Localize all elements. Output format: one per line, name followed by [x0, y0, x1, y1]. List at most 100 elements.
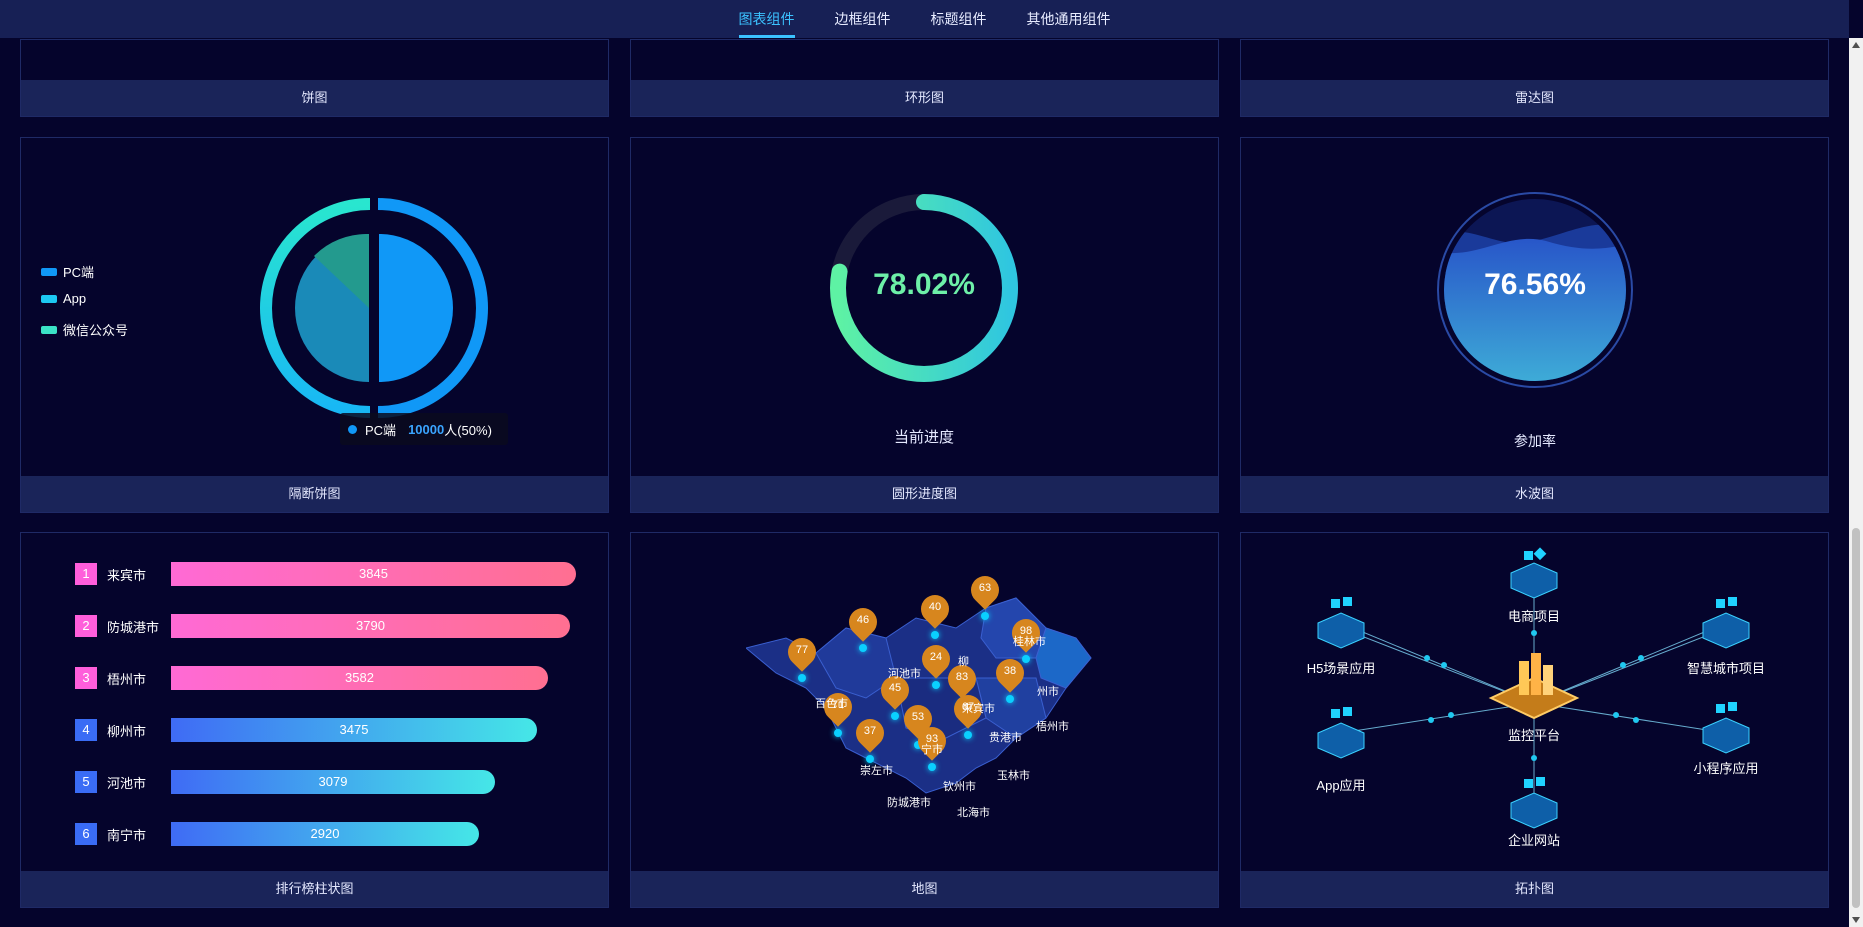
top-nav: 图表组件 边框组件 标题组件 其他通用组件 [0, 0, 1849, 38]
rank-index: 1 [75, 563, 97, 585]
tooltip-value: 10000 [408, 421, 445, 437]
ranking-row[interactable]: 3 梧州市 3582 [75, 665, 548, 691]
map-label: 北海市 [957, 807, 990, 819]
map-label: 柳 [958, 656, 969, 668]
map-label: 宁市 [921, 744, 943, 756]
map-pin[interactable]: 37 [850, 713, 890, 763]
rank-bar: 3079 [171, 770, 495, 794]
card-title: 排行榜柱状图 [21, 871, 608, 907]
map-label: 州市 [1037, 686, 1059, 698]
water-wave-chart: 76.56% 参加率 [1241, 138, 1828, 474]
topology-label: 小程序应用 [1693, 761, 1759, 776]
topology-label: 监控平台 [1507, 728, 1560, 743]
rank-bar: 3790 [171, 614, 570, 638]
progress-label: 当前进度 [893, 429, 954, 446]
map-pin[interactable]: 77 [782, 632, 822, 682]
map-pin[interactable]: 46 [843, 602, 883, 652]
isolated-pie-chart: PC端 App 微信公众号 [21, 138, 608, 474]
legend-label: 微信公众号 [63, 323, 129, 338]
map-card[interactable]: 77 46 40 63 98 24 38 83 45 67 71 37 53 9… [630, 532, 1219, 908]
topology-graphic [1317, 547, 1750, 829]
map-pin[interactable]: 45 [875, 670, 915, 720]
legend-swatch-icon [41, 325, 57, 334]
map-chart: 77 46 40 63 98 24 38 83 45 67 71 37 53 9… [631, 533, 1218, 869]
rank-index: 5 [75, 771, 97, 793]
map-pin[interactable]: 40 [915, 589, 955, 639]
map-pin[interactable]: 67 [948, 689, 988, 739]
map-pin[interactable]: 71 [818, 687, 858, 737]
map-pin[interactable]: 38 [990, 653, 1030, 703]
rank-index: 6 [75, 823, 97, 845]
tab-chart-components[interactable]: 图表组件 [738, 0, 795, 38]
rank-name: 柳州市 [107, 723, 147, 739]
progress-ring [830, 194, 1018, 382]
pie-slice-wechat [314, 233, 369, 308]
rank-index: 4 [75, 719, 97, 741]
map-pin[interactable]: 98 [1006, 613, 1046, 663]
ring-card[interactable]: 环形图 [630, 39, 1219, 117]
rank-index: 3 [75, 667, 97, 689]
circular-progress-chart: 78.02% 当前进度 [631, 138, 1218, 474]
ranking-row[interactable]: 6 南宁市 2920 [75, 821, 479, 847]
ranking-card[interactable]: 1 来宾市 3845 2 防城港市 3790 3 梧州市 3582 4 柳州市 3475 5 河池市 307… [20, 532, 609, 908]
legend-label: PC端 [63, 265, 95, 280]
legend-item-wechat[interactable]: 微信公众号 [41, 320, 128, 339]
card-title: 隔断饼图 [21, 476, 608, 512]
water-wave-card[interactable]: 76.56% 参加率 水波图 [1240, 137, 1829, 513]
legend-item-pc[interactable]: PC端 [41, 262, 94, 281]
ranking-row[interactable]: 5 河池市 3079 [75, 769, 495, 795]
topology-label: 企业网站 [1507, 833, 1560, 848]
topology-label: H5场景应用 [1306, 661, 1376, 676]
pie-ring-pc [377, 198, 488, 418]
map-label: 河池市 [888, 668, 921, 680]
guangxi-map-shape [746, 597, 1092, 794]
circular-progress-card[interactable]: 78.02% 当前进度 圆形进度图 [630, 137, 1219, 513]
map-pin[interactable]: 63 [965, 570, 1005, 620]
map-pin[interactable]: 24 [916, 639, 956, 689]
tab-other-components[interactable]: 其他通用组件 [1026, 11, 1111, 27]
tab-border-components[interactable]: 边框组件 [834, 11, 891, 27]
pie-tooltip: PC端 10000 人(50%) [340, 413, 508, 445]
rank-index: 2 [75, 615, 97, 637]
legend-label: App [63, 291, 87, 306]
pie-graphic [260, 198, 488, 418]
progress-value: 78.02% [873, 268, 975, 301]
rank-name: 河池市 [107, 775, 147, 791]
tooltip-dot-icon [348, 424, 357, 434]
scroll-thumb[interactable] [1852, 528, 1860, 908]
scroll-down-icon[interactable] [1852, 917, 1860, 923]
progress-arc [830, 194, 1018, 382]
ranking-row[interactable]: 1 来宾市 3845 [75, 561, 576, 587]
rank-name: 梧州市 [107, 671, 147, 687]
ranking-row[interactable]: 2 防城港市 3790 [75, 613, 570, 639]
card-title: 拓扑图 [1241, 871, 1828, 907]
tab-title-components[interactable]: 标题组件 [930, 11, 987, 27]
radar-card[interactable]: 雷达图 [1240, 39, 1829, 117]
pie-card[interactable]: 饼图 [20, 39, 609, 117]
map-label: 百色市 [815, 698, 848, 710]
ranking-row[interactable]: 4 柳州市 3475 [75, 717, 537, 743]
topology-card[interactable]: 电商项目 H5场景应用 智慧城市项目 监控平台 App应用 小程序应用 企业网站… [1240, 532, 1829, 908]
map-label: 梧州市 [1036, 721, 1069, 733]
pie-ring-other [260, 198, 371, 418]
map-label: 贵港市 [989, 732, 1022, 744]
map-label: 桂林市 [1013, 636, 1046, 648]
topology-label: App应用 [1316, 778, 1366, 793]
map-label: 钦州市 [943, 781, 976, 793]
legend-item-app[interactable]: App [41, 291, 86, 306]
water-ball [1437, 192, 1633, 388]
scroll-up-icon[interactable] [1852, 42, 1860, 48]
water-label: 参加率 [1514, 433, 1556, 449]
map-pin[interactable]: 93 [912, 721, 952, 771]
card-title: 饼图 [21, 80, 608, 116]
rank-bar: 2920 [171, 822, 479, 846]
map-label: 防城港市 [887, 797, 931, 809]
card-title: 地图 [631, 871, 1218, 907]
map-label: 玉林市 [997, 770, 1030, 782]
topology-node-icon [1510, 547, 1558, 599]
rank-name: 来宾市 [107, 567, 147, 583]
page-scrollbar[interactable] [1849, 38, 1863, 927]
card-title: 环形图 [631, 80, 1218, 116]
rank-name: 南宁市 [107, 827, 147, 843]
isolated-pie-card[interactable]: PC端 App 微信公众号 [20, 137, 609, 513]
